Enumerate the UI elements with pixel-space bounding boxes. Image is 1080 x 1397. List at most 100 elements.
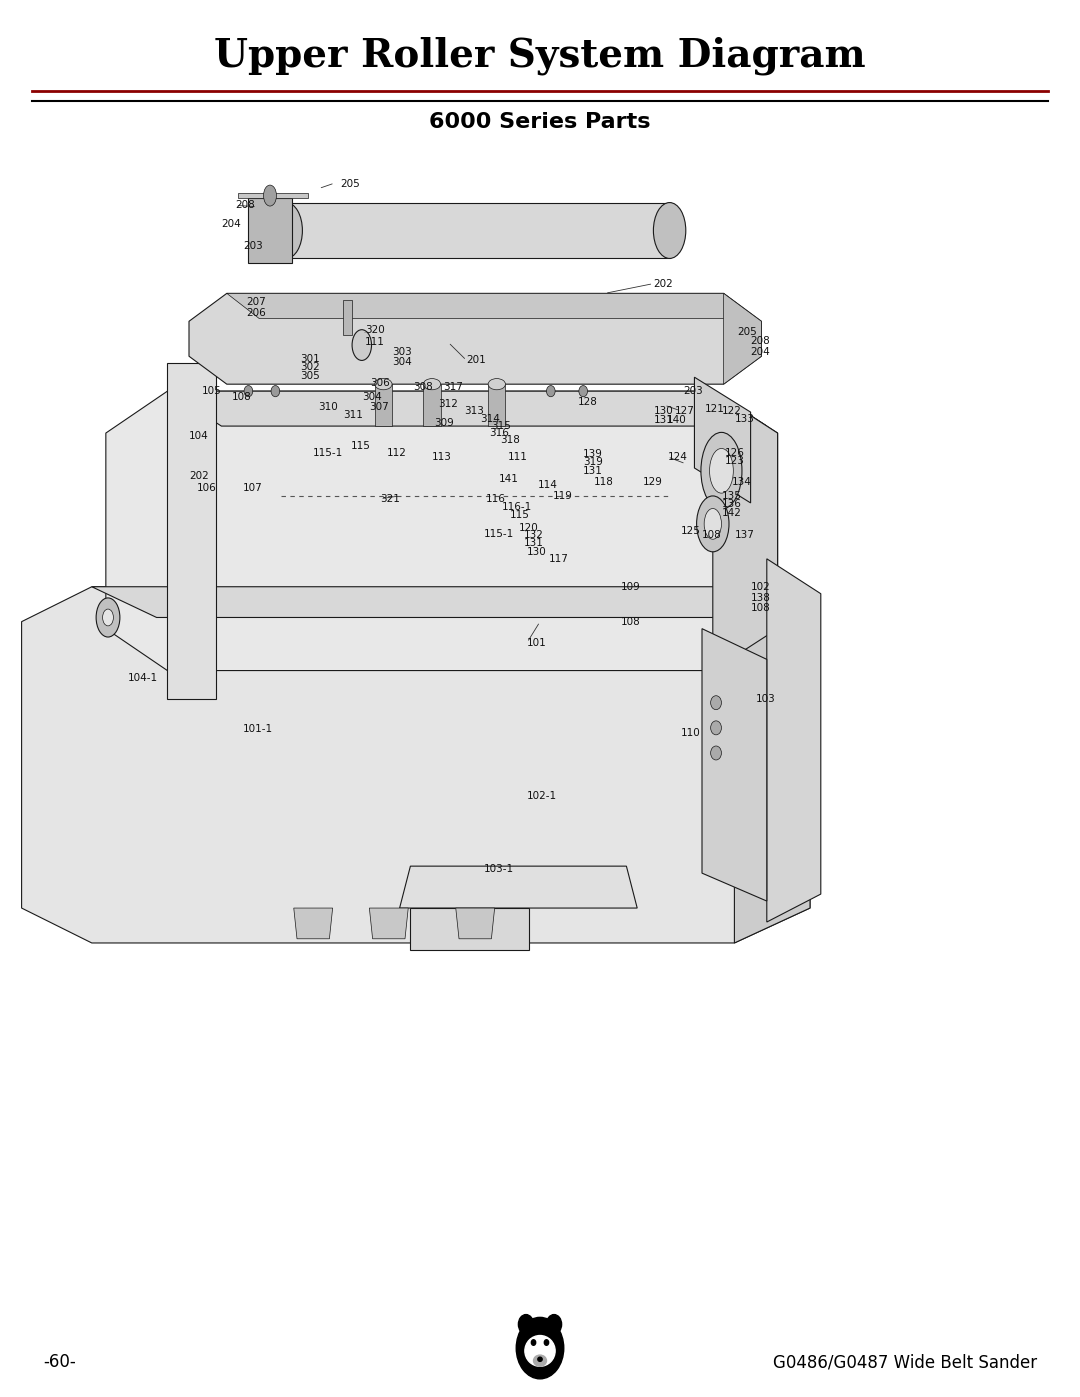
Text: 204: 204 bbox=[221, 218, 241, 229]
Text: 124: 124 bbox=[667, 451, 687, 462]
Text: 108: 108 bbox=[702, 529, 721, 541]
Text: 115: 115 bbox=[510, 510, 529, 521]
Text: 202: 202 bbox=[189, 471, 208, 482]
Text: 111: 111 bbox=[508, 451, 527, 462]
Polygon shape bbox=[167, 391, 767, 426]
Polygon shape bbox=[713, 391, 778, 671]
Bar bbox=[375, 384, 392, 426]
Text: 319: 319 bbox=[583, 457, 603, 468]
Text: 120: 120 bbox=[518, 522, 538, 534]
Polygon shape bbox=[248, 198, 292, 263]
Text: 304: 304 bbox=[392, 356, 411, 367]
Text: 103-1: 103-1 bbox=[484, 863, 514, 875]
Ellipse shape bbox=[704, 509, 721, 539]
Ellipse shape bbox=[352, 330, 372, 360]
Circle shape bbox=[518, 1315, 534, 1334]
Text: 118: 118 bbox=[594, 476, 613, 488]
Bar bbox=[343, 300, 352, 335]
Circle shape bbox=[244, 386, 253, 397]
Text: 127: 127 bbox=[675, 405, 694, 416]
Text: 205: 205 bbox=[340, 179, 360, 190]
Text: 109: 109 bbox=[621, 581, 640, 592]
Text: 318: 318 bbox=[500, 434, 519, 446]
Ellipse shape bbox=[488, 379, 505, 390]
Bar bbox=[423, 384, 441, 426]
Ellipse shape bbox=[525, 1336, 555, 1366]
Polygon shape bbox=[734, 587, 810, 943]
Text: 115: 115 bbox=[351, 440, 370, 451]
Text: 111: 111 bbox=[365, 337, 384, 348]
Text: 308: 308 bbox=[414, 381, 433, 393]
Polygon shape bbox=[456, 908, 495, 939]
Circle shape bbox=[579, 386, 588, 397]
Circle shape bbox=[711, 696, 721, 710]
Text: 204: 204 bbox=[751, 346, 770, 358]
Text: 310: 310 bbox=[319, 401, 338, 412]
Text: 304: 304 bbox=[362, 391, 381, 402]
Polygon shape bbox=[189, 293, 761, 384]
Text: -60-: -60- bbox=[43, 1354, 76, 1370]
Text: 142: 142 bbox=[721, 507, 741, 518]
Circle shape bbox=[516, 1317, 564, 1379]
Text: 302: 302 bbox=[300, 362, 320, 373]
Text: 314: 314 bbox=[481, 414, 500, 425]
Ellipse shape bbox=[697, 496, 729, 552]
Text: 6000 Series Parts: 6000 Series Parts bbox=[429, 112, 651, 131]
Polygon shape bbox=[702, 629, 767, 901]
Text: 110: 110 bbox=[680, 728, 700, 739]
Text: 113: 113 bbox=[432, 451, 451, 462]
Text: 106: 106 bbox=[197, 482, 216, 493]
Circle shape bbox=[711, 721, 721, 735]
Text: 102: 102 bbox=[751, 581, 770, 592]
Ellipse shape bbox=[710, 448, 733, 493]
Text: 102-1: 102-1 bbox=[527, 791, 557, 802]
Text: 130: 130 bbox=[527, 546, 546, 557]
Text: G0486/G0487 Wide Belt Sander: G0486/G0487 Wide Belt Sander bbox=[772, 1354, 1037, 1370]
Text: 132: 132 bbox=[524, 529, 543, 541]
Circle shape bbox=[546, 386, 555, 397]
Text: 122: 122 bbox=[721, 405, 741, 416]
Text: 311: 311 bbox=[343, 409, 363, 420]
Text: 131: 131 bbox=[583, 465, 603, 476]
Text: 115-1: 115-1 bbox=[313, 447, 343, 458]
Text: 112: 112 bbox=[387, 447, 406, 458]
Text: 205: 205 bbox=[738, 327, 757, 338]
Text: 121: 121 bbox=[705, 404, 725, 415]
Text: 140: 140 bbox=[666, 415, 686, 426]
Text: 131: 131 bbox=[653, 415, 673, 426]
Text: 131: 131 bbox=[524, 538, 543, 549]
Text: 116-1: 116-1 bbox=[502, 502, 532, 513]
Text: 203: 203 bbox=[684, 386, 703, 397]
Text: 104-1: 104-1 bbox=[127, 672, 158, 683]
Text: 134: 134 bbox=[732, 476, 752, 488]
Text: 101: 101 bbox=[527, 637, 546, 648]
Text: 321: 321 bbox=[380, 493, 400, 504]
Polygon shape bbox=[22, 587, 810, 943]
Text: 309: 309 bbox=[434, 418, 454, 429]
Polygon shape bbox=[167, 363, 216, 698]
Text: 103: 103 bbox=[756, 693, 775, 704]
Polygon shape bbox=[767, 559, 821, 922]
Text: 306: 306 bbox=[370, 377, 390, 388]
Ellipse shape bbox=[103, 609, 113, 626]
Ellipse shape bbox=[423, 379, 441, 390]
Ellipse shape bbox=[538, 1358, 542, 1361]
Text: 313: 313 bbox=[464, 405, 484, 416]
Text: 201: 201 bbox=[467, 355, 486, 366]
Polygon shape bbox=[238, 193, 308, 198]
Text: 108: 108 bbox=[751, 602, 770, 613]
Text: 138: 138 bbox=[751, 592, 770, 604]
Text: 108: 108 bbox=[232, 391, 252, 402]
Text: 305: 305 bbox=[300, 370, 320, 381]
Text: 130: 130 bbox=[653, 405, 673, 416]
Polygon shape bbox=[694, 377, 751, 503]
Text: 307: 307 bbox=[369, 401, 389, 412]
Circle shape bbox=[711, 746, 721, 760]
Text: 316: 316 bbox=[489, 427, 509, 439]
Text: 206: 206 bbox=[246, 307, 266, 319]
Text: 107: 107 bbox=[243, 482, 262, 493]
Text: 207: 207 bbox=[246, 296, 266, 307]
Text: 114: 114 bbox=[538, 479, 557, 490]
Text: 135: 135 bbox=[721, 490, 741, 502]
Polygon shape bbox=[227, 293, 756, 319]
